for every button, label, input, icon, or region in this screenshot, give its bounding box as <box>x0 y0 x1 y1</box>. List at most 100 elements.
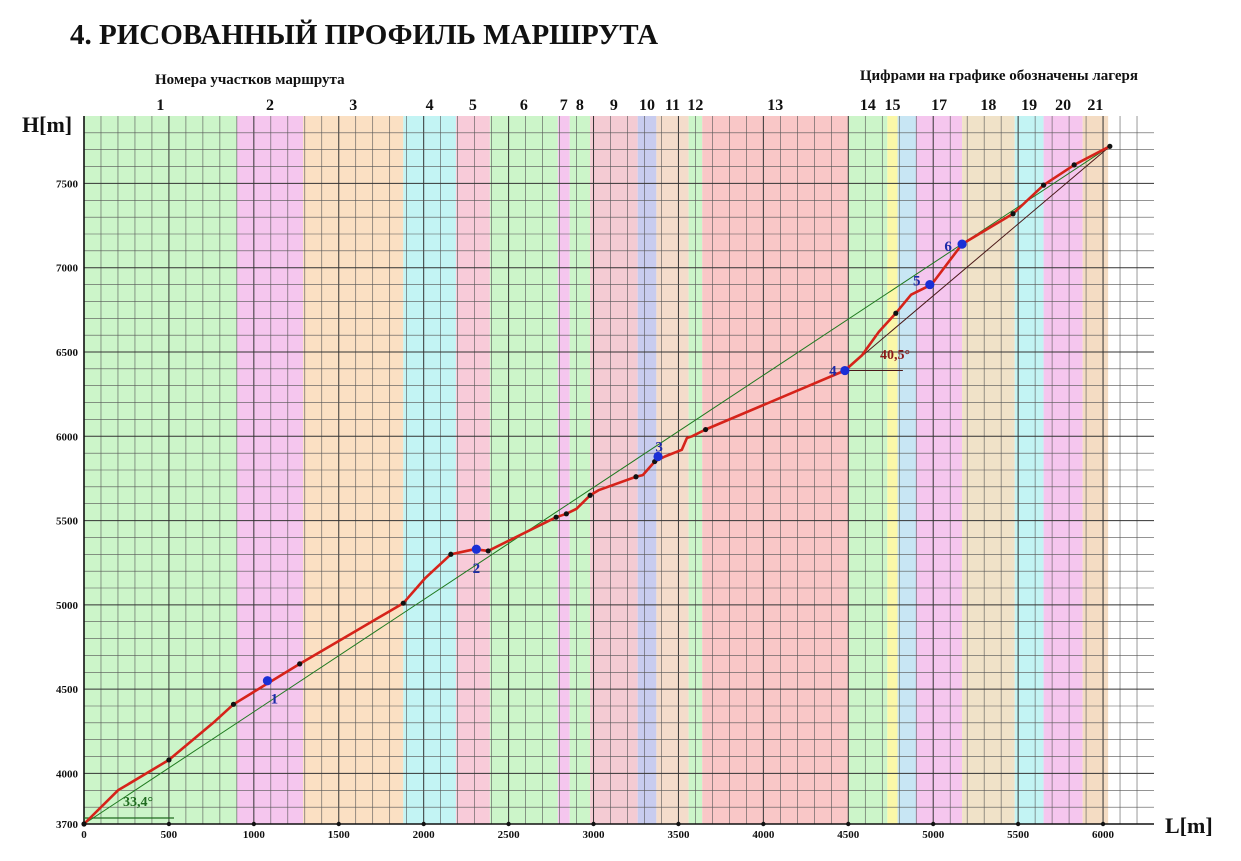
reference-lines <box>83 145 1111 825</box>
segment-label: 20 <box>1055 97 1071 114</box>
camp-label: 3 <box>655 440 663 456</box>
x-tick-label: 1000 <box>243 829 266 841</box>
segment-label: 9 <box>610 97 618 114</box>
segment-label: 19 <box>1021 97 1037 114</box>
route-point <box>485 548 491 554</box>
y-axis-label: H[m] <box>22 112 72 137</box>
x-tick-label: 4500 <box>837 829 860 841</box>
x-tick-dot <box>506 821 511 827</box>
x-tick-dot <box>931 821 936 827</box>
x-tick-dot <box>761 821 766 827</box>
x-tick-dot <box>1015 821 1021 827</box>
route-point <box>448 551 454 557</box>
route-points <box>81 143 1113 827</box>
route-point <box>166 757 172 763</box>
x-tick-label: 5500 <box>1007 829 1030 841</box>
route-point <box>1010 211 1016 217</box>
route-point <box>81 821 87 827</box>
x-tick-label: 4000 <box>752 829 775 841</box>
segment-label: 17 <box>931 97 947 114</box>
x-tick-dot <box>251 821 257 827</box>
segment-label: 10 <box>639 97 655 114</box>
x-tick-dot <box>166 821 172 827</box>
profile-line <box>83 145 1111 825</box>
x-tick-label: 6000 <box>1092 829 1115 841</box>
camp-label: 2 <box>473 561 481 577</box>
y-tick-label: 7000 <box>56 263 79 275</box>
segment-label: 15 <box>884 97 900 114</box>
segment-label: 5 <box>469 97 477 114</box>
segment-label: 1 <box>156 97 164 114</box>
x-axis-label: L[m] <box>1165 813 1213 838</box>
camp-label: 4 <box>829 364 837 380</box>
segment-label: 4 <box>426 97 434 114</box>
camp-marker <box>471 544 481 554</box>
x-tick-dot <box>676 821 681 827</box>
camp-label: 1 <box>271 692 279 708</box>
angle-annotation: 33,4° <box>123 795 153 810</box>
reference-line <box>83 145 1111 825</box>
page-title: 4. РИСОВАННЫЙ ПРОФИЛЬ МАРШРУТА <box>70 18 658 51</box>
segment-label: 7 <box>560 97 568 114</box>
route-point <box>633 474 639 480</box>
route-point <box>400 600 406 606</box>
camp-label: 5 <box>913 274 921 290</box>
axes <box>83 116 1154 825</box>
camp-marker <box>653 451 663 462</box>
camp-marker <box>262 676 273 686</box>
y-tick-label: 6000 <box>56 431 79 443</box>
grid-lines <box>84 116 1154 824</box>
route-point <box>563 511 569 517</box>
camps-caption: Цифрами на графике обозначены лагеря <box>860 68 1138 84</box>
x-tick-label: 2500 <box>498 829 521 841</box>
x-tick-label: 0 <box>81 829 87 841</box>
camp-marker <box>840 365 850 376</box>
x-tick-label: 3000 <box>583 829 606 841</box>
camp-label: 6 <box>944 239 952 255</box>
y-tick-label: 4500 <box>56 684 79 696</box>
route-point <box>1107 143 1113 149</box>
x-tick-label: 5000 <box>922 829 945 841</box>
route-point <box>587 492 593 498</box>
route-point <box>553 514 559 520</box>
x-tick-label: 2000 <box>413 829 436 841</box>
segments-caption: Номера участков маршрута <box>155 72 345 88</box>
y-tick-label: 6500 <box>56 347 79 359</box>
route-point <box>1071 162 1077 168</box>
reference-line <box>844 145 1111 371</box>
profile-series <box>83 145 1111 825</box>
x-tick-dot <box>336 821 341 827</box>
camps: 1 2 3 4 5 6 <box>262 239 967 708</box>
angle-annotations: 33,4° 40,5° <box>123 348 910 810</box>
segment-label: 11 <box>665 97 680 114</box>
x-tick-dot <box>846 821 851 827</box>
segment-label: 6 <box>520 97 528 114</box>
y-tick-label: 3700 <box>56 819 79 831</box>
camp-marker <box>925 279 935 290</box>
segment-label: 13 <box>767 97 783 114</box>
y-tick-label: 5500 <box>56 516 79 528</box>
route-point <box>230 701 237 707</box>
segment-label: 18 <box>980 97 996 114</box>
segment-label: 8 <box>576 97 584 114</box>
segment-label: 12 <box>687 97 703 114</box>
segment-label: 14 <box>860 97 876 114</box>
x-tick-dot <box>591 821 596 827</box>
y-tick-label: 7500 <box>56 178 79 190</box>
route-point <box>703 426 709 433</box>
y-tick-label: 4000 <box>56 768 79 780</box>
segment-label: 2 <box>266 97 274 114</box>
x-tick-label: 3500 <box>667 829 690 841</box>
x-tick-label: 1500 <box>328 829 351 841</box>
camp-marker <box>957 239 967 249</box>
route-point <box>1041 182 1047 188</box>
segment-label: 21 <box>1087 97 1103 114</box>
angle-annotation: 40,5° <box>880 348 910 363</box>
segment-label: 3 <box>349 97 357 114</box>
x-tick-dot <box>421 821 426 827</box>
x-tick-dot <box>1100 821 1106 827</box>
segment-labels: 1 2 3 4 5 6 7 8 9 10 11 12 13 14 15 17 18 19 20 21 <box>156 97 1103 114</box>
tick-labels: 0 500 1000 1500 2000 2500 3000 3500 4000 4500 5000… <box>56 178 1115 841</box>
route-point <box>297 661 303 667</box>
